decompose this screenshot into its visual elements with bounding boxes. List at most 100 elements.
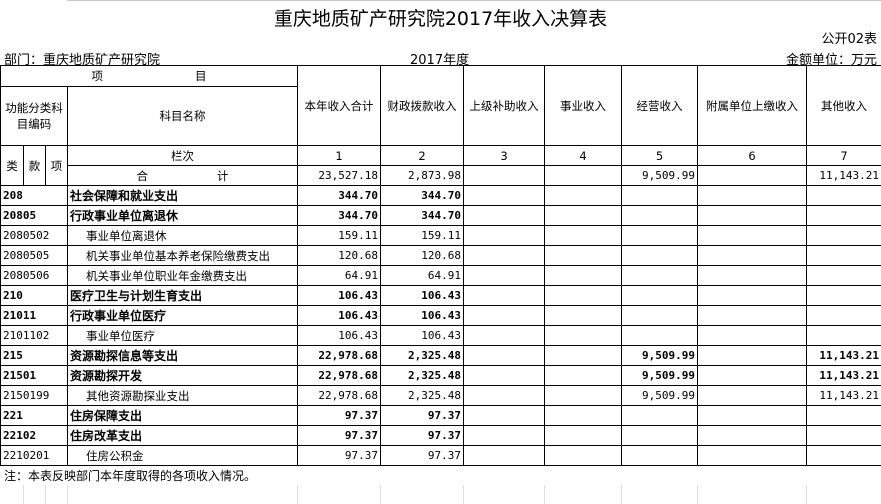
table-row: 22102 住房改革支出 97.37 97.37 [0, 425, 881, 446]
col-number: 4 [544, 145, 622, 166]
col-header: 财政拨款收入 [380, 65, 464, 146]
year-label: 2017年度 [410, 53, 470, 68]
xiang-header: 项 [45, 145, 68, 186]
row-value [806, 305, 881, 326]
row-value [544, 205, 622, 226]
total-row: 合 计 23,527.18 2,873.98 9,509.99 11,143.2… [1, 165, 881, 186]
income-table: 项 目 本年收入合计 财政拨款收入 上级补助收入 事业收入 经营收入 附属单位上… [0, 65, 881, 466]
department-label: 部门：重庆地质矿产研究院 [4, 53, 161, 68]
total-value [544, 165, 622, 186]
row-name: 住房改革支出 [67, 425, 298, 446]
row-value [463, 205, 545, 226]
row-value [697, 285, 807, 306]
row-value: 22,978.68 [297, 385, 381, 406]
row-value [544, 225, 622, 246]
row-code: 210 [0, 285, 68, 306]
row-value: 106.43 [380, 325, 464, 346]
table-row: 208 社会保障和就业支出 344.70 344.70 [0, 185, 881, 206]
col-header: 其他收入 [806, 65, 881, 146]
table-row: 215 资源勘探信息等支出 22,978.68 2,325.48 9,509.99 11,… [0, 345, 881, 366]
row-code: 2080506 [0, 265, 68, 286]
row-value [806, 205, 881, 226]
row-value [463, 445, 545, 466]
row-value [621, 245, 698, 266]
row-name: 机关事业单位职业年金缴费支出 [67, 265, 298, 286]
row-value: 11,143.21 [806, 365, 881, 386]
row-code: 215 [0, 345, 68, 366]
row-value [463, 225, 545, 246]
row-value: 64.91 [297, 265, 381, 286]
row-value [544, 445, 622, 466]
kuan-header: 款 [23, 145, 46, 186]
row-value [697, 405, 807, 426]
table-row: 2080502 事业单位离退休 159.11 159.11 [0, 225, 881, 246]
row-value [544, 185, 622, 206]
row-value: 22,978.68 [297, 345, 381, 366]
page-title: 重庆地质矿产研究院2017年收入决算表 [273, 8, 608, 30]
row-value: 97.37 [380, 445, 464, 466]
total-value: 11,143.21 [806, 165, 881, 186]
row-code: 20805 [0, 205, 68, 226]
row-value [463, 325, 545, 346]
col-number: 5 [621, 145, 698, 166]
row-value: 9,509.99 [621, 385, 698, 406]
table-row: 20805 行政事业单位离退休 344.70 344.70 [0, 205, 881, 226]
row-name: 行政事业单位医疗 [67, 305, 298, 326]
row-value: 22,978.68 [297, 365, 381, 386]
unit-label: 金额单位：万元 [785, 53, 877, 68]
row-name: 社会保障和就业支出 [67, 185, 298, 206]
row-name: 资源勘探开发 [67, 365, 298, 386]
sheet-gridline [297, 485, 298, 504]
table-row: 221 住房保障支出 97.37 97.37 [0, 405, 881, 426]
total-label: 合 计 [67, 165, 298, 186]
table-row: 2080505 机关事业单位基本养老保险缴费支出 120.68 120.68 [0, 245, 881, 266]
row-value: 97.37 [380, 405, 464, 426]
row-value [544, 325, 622, 346]
row-value [544, 425, 622, 446]
row-name: 事业单位离退休 [67, 225, 298, 246]
row-value [621, 265, 698, 286]
subject-name-header: 科目名称 [67, 86, 298, 146]
row-value: 344.70 [297, 185, 381, 206]
row-code: 208 [0, 185, 68, 206]
row-value [697, 305, 807, 326]
row-value [621, 285, 698, 306]
col-number: 2 [380, 145, 464, 166]
row-value: 11,143.21 [806, 345, 881, 366]
row-value [463, 305, 545, 326]
row-value [621, 185, 698, 206]
row-value [806, 185, 881, 206]
row-code: 21501 [0, 365, 68, 386]
row-name: 机关事业单位基本养老保险缴费支出 [67, 245, 298, 266]
row-code: 2080502 [0, 225, 68, 246]
total-value: 2,873.98 [380, 165, 464, 186]
row-value [463, 385, 545, 406]
row-value [544, 345, 622, 366]
row-value [806, 225, 881, 246]
row-value [621, 325, 698, 346]
sheet-gridline [380, 485, 381, 504]
col-number: 7 [806, 145, 881, 166]
row-code: 2210201 [0, 445, 68, 466]
row-name: 医疗卫生与计划生育支出 [67, 285, 298, 306]
row-value: 2,325.48 [380, 365, 464, 386]
row-code: 2080505 [0, 245, 68, 266]
row-value: 344.70 [297, 205, 381, 226]
row-name: 住房保障支出 [67, 405, 298, 426]
table-row: 21501 资源勘探开发 22,978.68 2,325.48 9,509.99 11,1… [0, 365, 881, 386]
row-value [544, 305, 622, 326]
col-header: 本年收入合计 [297, 65, 381, 146]
row-value [806, 425, 881, 446]
row-value [697, 225, 807, 246]
row-value [697, 185, 807, 206]
row-value [697, 345, 807, 366]
total-value [463, 165, 545, 186]
row-value: 2,325.48 [380, 385, 464, 406]
row-value [621, 405, 698, 426]
row-code: 2150199 [0, 385, 68, 406]
row-name: 事业单位医疗 [67, 325, 298, 346]
col-header: 事业收入 [544, 65, 622, 146]
row-value [697, 425, 807, 446]
col-header: 上级补助收入 [463, 65, 545, 146]
row-name: 住房公积金 [67, 445, 298, 466]
